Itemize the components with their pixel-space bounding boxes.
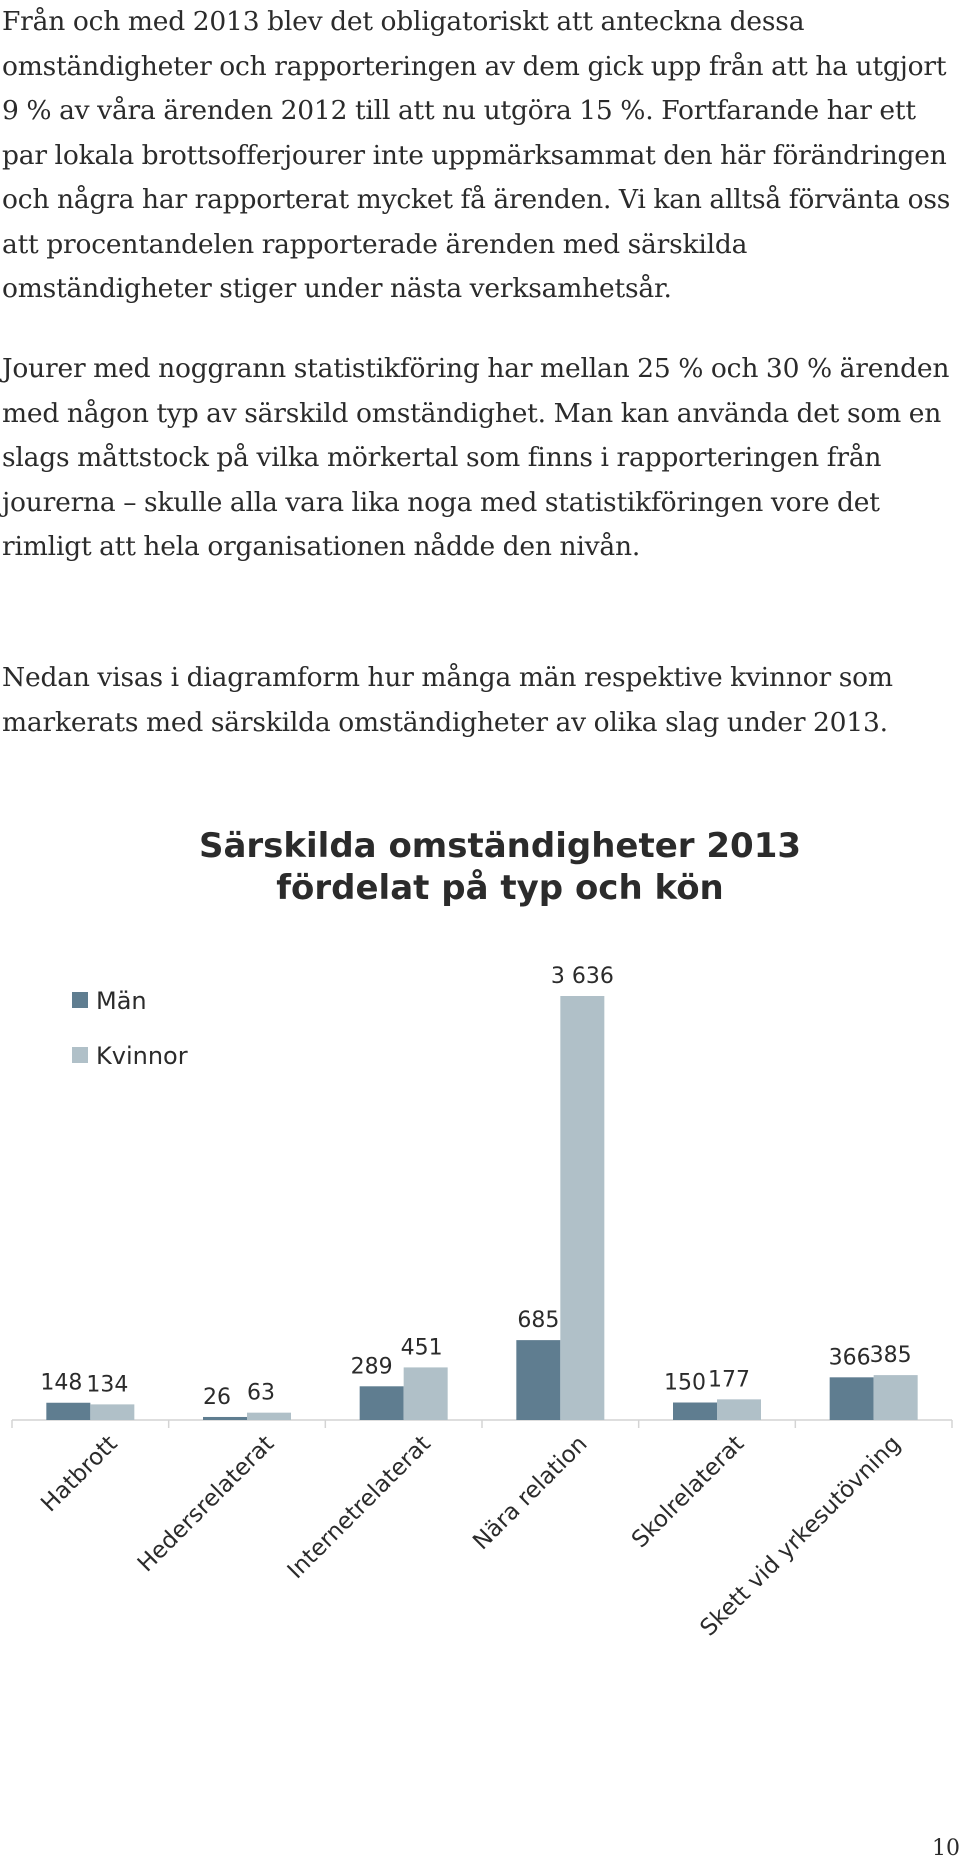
bar-kvinnor [560, 996, 605, 1420]
data-label: 148 [40, 1371, 82, 1396]
data-label: 685 [517, 1308, 559, 1333]
bar-man [516, 1340, 561, 1420]
data-label: 366 [829, 1345, 871, 1370]
chart-title-line-1: Särskilda omständigheter 2013 [198, 826, 802, 866]
legend-swatch-man [72, 992, 88, 1008]
data-label: 150 [664, 1371, 706, 1396]
legend-label-man: Män [96, 987, 147, 1015]
legend-swatch-kvinnor [72, 1047, 88, 1063]
body-paragraph-1: Från och med 2013 blev det obligatoriskt… [2, 6, 951, 304]
data-label: 451 [401, 1335, 443, 1360]
bar-man [46, 1402, 91, 1420]
data-label: 385 [870, 1343, 912, 1368]
body-paragraph-2: Jourer med noggrann statistikföring har … [2, 353, 950, 562]
bar-kvinnor [873, 1375, 918, 1420]
category-label: Skolrelaterat [627, 1431, 749, 1553]
chart-title-line-2: fördelat på typ och kön [276, 868, 724, 908]
category-label: Nära relation [468, 1431, 592, 1555]
chart-title: Särskilda omständigheter 2013 fördelat p… [0, 825, 960, 909]
data-label: 26 [203, 1385, 231, 1410]
category-label: Hedersrelaterat [133, 1431, 279, 1577]
bar-kvinnor [247, 1412, 291, 1420]
bar-kvinnor [717, 1399, 761, 1420]
chart-plot: 148 134 Hatbrott 26 63 Hedersrelaterat 289 451 I… [11, 964, 953, 1641]
chart: Särskilda omständigheter 2013 fördelat p… [0, 820, 960, 1720]
bar-kvinnor [90, 1404, 135, 1420]
data-label: 3 636 [551, 964, 614, 989]
data-label: 177 [708, 1367, 750, 1392]
category-label: Hatbrott [36, 1431, 122, 1517]
data-label: 289 [351, 1354, 393, 1379]
legend-label-kvinnor: Kvinnor [96, 1042, 188, 1070]
bar-kvinnor [403, 1367, 448, 1420]
bar-man [359, 1386, 404, 1420]
page-number: 10 [932, 1836, 960, 1861]
bar-man [829, 1377, 874, 1420]
data-label: 63 [247, 1381, 275, 1406]
bar-man [203, 1416, 247, 1420]
body-paragraph-3: Nedan visas i diagramform hur många män … [2, 662, 893, 738]
category-label: Internetrelaterat [283, 1431, 436, 1584]
bar-man [673, 1402, 717, 1420]
data-label: 134 [86, 1372, 128, 1397]
